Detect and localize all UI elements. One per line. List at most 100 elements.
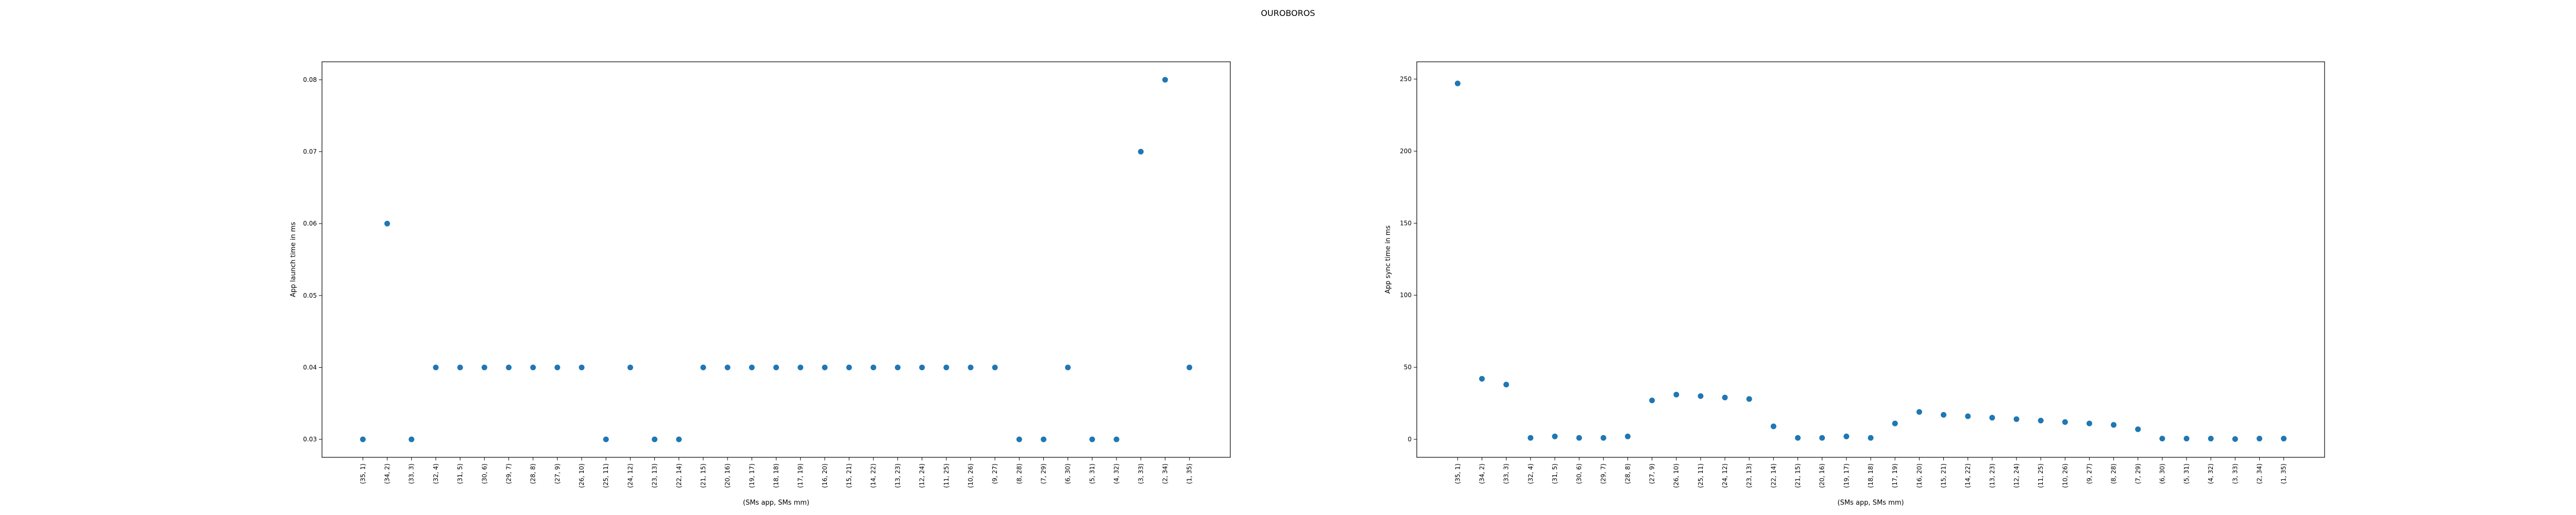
x-tick-label: (3, 33): [1137, 464, 1144, 484]
x-tick-label: (20, 16): [1819, 464, 1826, 488]
data-point: [2208, 436, 2214, 442]
data-point: [798, 364, 804, 370]
x-tick-label: (4, 32): [1113, 464, 1120, 484]
x-tick-label: (34, 2): [1478, 464, 1485, 484]
data-point: [1989, 415, 1995, 421]
x-tick-label: (23, 13): [651, 464, 658, 488]
x-tick-label: (12, 24): [2013, 464, 2020, 488]
x-tick-label: (26, 10): [578, 464, 585, 488]
x-tick-label: (31, 5): [1551, 464, 1558, 484]
data-point: [1576, 435, 1582, 441]
data-point: [1454, 80, 1461, 87]
x-tick-label: (22, 14): [675, 464, 683, 488]
chart-2: 0 50 100 150 200 250 (35, 1) (34, 2) (33, 3) (32,…: [1384, 61, 2325, 507]
data-point: [1819, 435, 1825, 441]
y-tick-label: 100: [1400, 291, 1412, 299]
x-tick-label: (21, 15): [1794, 464, 1802, 488]
data-point: [1089, 436, 1095, 442]
data-point: [724, 364, 731, 370]
x-tick-label: (24, 12): [626, 464, 634, 488]
data-point: [822, 364, 828, 370]
data-point: [968, 364, 974, 370]
data-point: [773, 364, 779, 370]
x-tick-label: (7, 29): [1040, 464, 1047, 484]
x-tick-label: (6, 30): [2159, 464, 2166, 484]
x-tick-label: (29, 7): [505, 464, 512, 484]
y-axis-label: App launch time in ms: [290, 222, 297, 297]
data-point: [2086, 420, 2092, 426]
x-tick-label: (27, 9): [554, 464, 561, 484]
data-point: [2135, 426, 2141, 432]
y-tick-label: 0.08: [303, 76, 317, 83]
x-tick-label: (1, 35): [1186, 464, 1193, 484]
x-tick-label: (8, 28): [2110, 464, 2117, 484]
data-point: [433, 364, 439, 370]
x-tick-label: (29, 7): [1600, 464, 1607, 484]
x-tick-label: (17, 19): [797, 464, 804, 488]
data-point: [2038, 418, 2044, 424]
x-tick-label: (32, 4): [1527, 464, 1534, 484]
x-tick-label: (9, 27): [2086, 464, 2093, 484]
data-point: [2111, 422, 2117, 428]
data-point: [457, 364, 463, 370]
x-tick-label: (10, 26): [2061, 464, 2069, 488]
data-point: [627, 364, 633, 370]
x-tick-label: (28, 8): [1624, 464, 1631, 484]
data-point: [1868, 435, 1874, 441]
y-tick-label: 50: [1404, 364, 1412, 371]
data-point: [1965, 413, 1971, 419]
x-tick-label: (31, 5): [456, 464, 464, 484]
x-tick-label: (5, 31): [2183, 464, 2190, 484]
y-tick-label: 200: [1400, 147, 1412, 154]
data-point: [1940, 411, 1946, 418]
y-tick-label: 0.07: [303, 148, 317, 156]
x-tick-label: (30, 6): [1575, 464, 1583, 484]
x-tick-label: (33, 3): [408, 464, 415, 484]
x-tick-label: (34, 2): [384, 464, 391, 484]
data-point: [579, 364, 585, 370]
data-point: [1065, 364, 1071, 370]
plot-frame: [1416, 61, 2325, 458]
plot-frame: [321, 61, 1231, 458]
x-axis-label: (SMs app, SMs mm): [743, 499, 809, 507]
figure-title: OUROBOROS: [1261, 8, 1315, 18]
x-tick-label: (17, 19): [1891, 464, 1899, 488]
data-point: [2062, 419, 2068, 425]
data-point: [1138, 149, 1144, 155]
x-tick-label: (16, 20): [821, 464, 828, 488]
x-tick-label: (13, 23): [1989, 464, 1996, 488]
data-point: [505, 364, 512, 370]
x-tick-label: (18, 18): [773, 464, 780, 488]
data-point: [676, 436, 682, 442]
y-tick-label: 250: [1400, 76, 1412, 83]
x-tick-label: (6, 30): [1064, 464, 1072, 484]
x-tick-label: (25, 11): [602, 464, 609, 488]
x-tick-label: (16, 20): [1916, 464, 1923, 488]
x-tick-label: (35, 1): [1454, 464, 1461, 484]
data-point: [1624, 433, 1631, 439]
x-tick-label: (32, 4): [432, 464, 439, 484]
data-point: [1016, 436, 1022, 442]
x-tick-label: (10, 26): [967, 464, 974, 488]
x-tick-label: (19, 17): [1843, 464, 1850, 488]
x-tick-label: (2, 34): [1161, 464, 1168, 484]
x-axis-label: (SMs app, SMs mm): [1838, 499, 1904, 507]
x-tick-label: (13, 23): [894, 464, 901, 488]
data-point: [1843, 433, 1850, 439]
data-point: [2232, 436, 2238, 442]
x-tick-label: (27, 9): [1649, 464, 1656, 484]
data-point: [384, 220, 391, 227]
data-point: [1770, 423, 1776, 430]
data-point: [1552, 433, 1558, 439]
data-point: [1795, 435, 1801, 441]
x-tick-label: (5, 31): [1089, 464, 1096, 484]
data-point: [870, 364, 876, 370]
x-tick-label: (1, 35): [2280, 464, 2287, 484]
y-tick-label: 0.05: [303, 292, 317, 299]
y-tick-label: 0.03: [303, 436, 317, 443]
y-axis-label: App sync time in ms: [1384, 226, 1392, 294]
y-tick-label: 150: [1400, 219, 1412, 227]
x-tick-label: (14, 22): [870, 464, 877, 488]
data-point: [603, 436, 609, 442]
